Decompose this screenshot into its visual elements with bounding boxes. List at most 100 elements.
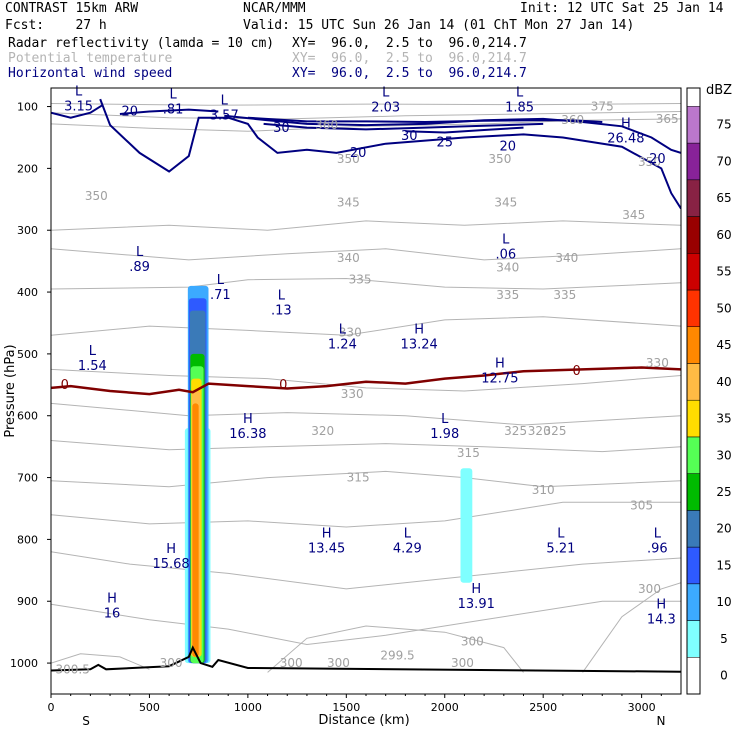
colorbar-swatch <box>686 436 701 474</box>
wind-label: 0 <box>573 364 581 379</box>
extremum-value: 1.24 <box>328 337 357 352</box>
extremum-type: L <box>217 273 225 288</box>
extremum-type: L <box>382 86 390 101</box>
theta-label: 335 <box>496 288 519 302</box>
extremum-value: 16.38 <box>229 427 266 442</box>
extremum-value: .96 <box>647 541 668 556</box>
colorbar-label: 55 <box>716 265 731 279</box>
valid-time: Valid: 15 UTC Sun 26 Jan 14 (01 ChT Mon … <box>243 18 635 33</box>
colorbar-swatch <box>686 473 701 511</box>
theta-label: 310 <box>532 483 555 497</box>
colorbar-label: 40 <box>716 375 731 389</box>
colorbar-swatch <box>686 399 701 438</box>
jet-contour <box>405 126 524 134</box>
theta-contour <box>51 220 681 231</box>
theta-label: 330 <box>646 356 669 370</box>
extremum-type: L <box>654 526 662 541</box>
colorbar-label: 35 <box>716 412 731 426</box>
colorbar-label: 45 <box>716 338 731 352</box>
extremum-type: H <box>495 356 505 371</box>
wind-label: 30 <box>273 121 290 136</box>
colorbar-swatch <box>686 106 701 144</box>
extremum-type: L <box>516 86 524 101</box>
theta-label: 360 <box>561 113 584 127</box>
wind-label: 20 <box>121 104 138 119</box>
extremum-value: 13.24 <box>401 337 438 352</box>
extremum-type: L <box>339 322 347 337</box>
y-tick-label: 200 <box>17 162 38 175</box>
colorbar: 0 5 10 15 20 25 30 35 40 45 50 55 60 65 70 75 <box>686 87 732 695</box>
extremum-value: 1.54 <box>78 359 107 374</box>
reflectivity-cell <box>460 468 473 583</box>
theta-label: 350 <box>337 152 360 166</box>
extremum-type: H <box>107 591 117 606</box>
theta-label: 350 <box>638 155 661 169</box>
x-tick-label: 1000 <box>234 701 262 714</box>
theta-label: 299.5 <box>380 649 414 663</box>
y-tick-label: 100 <box>17 101 38 114</box>
jet-contour <box>247 116 603 124</box>
extremum-type: L <box>278 288 286 303</box>
forecast-hour: Fcst: 27 h <box>5 18 107 33</box>
extremum-type: H <box>166 542 176 557</box>
extremum-type: H <box>243 412 253 427</box>
theta-label: 320 <box>528 424 551 438</box>
theta-contour <box>51 501 681 528</box>
y-tick-label: 800 <box>17 533 38 546</box>
colorbar-frame <box>686 87 701 695</box>
data-lines <box>51 366 681 673</box>
extremum-value: 3.15 <box>64 99 93 114</box>
colorbar-label: 50 <box>716 301 731 315</box>
wind-label: 0 <box>61 378 69 393</box>
colorbar-label: 25 <box>716 485 731 499</box>
extremum-type: H <box>471 582 481 597</box>
colorbar-label: 70 <box>716 154 731 168</box>
field-xy-theta: XY= 96.0, 2.5 to 96.0,214.7 <box>292 51 527 66</box>
colorbar-label: 15 <box>716 558 731 572</box>
wind-label: 30 <box>401 129 418 144</box>
field-name-wind: Horizontal wind speed <box>8 66 173 81</box>
theta-contour <box>51 470 681 488</box>
theta-contour <box>51 248 681 261</box>
x-end-label-north: N <box>657 714 666 728</box>
theta-contour <box>51 653 150 670</box>
jet-contour <box>263 122 544 131</box>
theta-contour <box>51 103 681 106</box>
theta-label: 300 <box>638 582 661 596</box>
colorbar-label: 20 <box>716 522 731 536</box>
extremum-value: .81 <box>163 102 184 117</box>
extremum-value: 5.21 <box>546 541 575 556</box>
theta-contour <box>51 551 681 590</box>
y-tick-label: 400 <box>17 286 38 299</box>
extremum-value: 13.45 <box>308 541 345 556</box>
theta-contour <box>51 111 681 120</box>
theta-label: 340 <box>496 260 519 274</box>
wind-labels: 20 30 30 25 20 20 20 0 0 0 <box>61 104 666 392</box>
x-tick-label: 1500 <box>332 701 360 714</box>
colorbar-swatch <box>686 179 701 217</box>
plot-background <box>51 88 681 694</box>
theta-label: 335 <box>349 273 372 287</box>
theta-label: 340 <box>555 251 578 265</box>
field-xy-reflectivity: XY= 96.0, 2.5 to 96.0,214.7 <box>292 36 527 51</box>
wind-label: 20 <box>649 152 666 167</box>
theta-label: 315 <box>347 471 370 485</box>
extremum-type: H <box>414 322 424 337</box>
y-tick-label: 600 <box>17 410 38 423</box>
colorbar-swatch <box>686 363 701 401</box>
x-tick-label: 0 <box>48 701 55 714</box>
wind-label: 20 <box>499 140 516 155</box>
colorbar-label: 60 <box>716 228 731 242</box>
extremum-value: 14.3 <box>647 613 676 628</box>
colorbar-label: 10 <box>716 595 731 609</box>
colorbar-label: 65 <box>716 191 731 205</box>
theta-label: 330 <box>339 325 362 339</box>
extremum-value: 1.98 <box>430 427 459 442</box>
theta-label: 350 <box>488 152 511 166</box>
y-tick-label: 300 <box>17 224 38 237</box>
theta-label: 345 <box>494 195 517 209</box>
theta-label: 350 <box>85 189 108 203</box>
y-tick-label: 500 <box>17 348 38 361</box>
jet-contour <box>119 108 219 115</box>
